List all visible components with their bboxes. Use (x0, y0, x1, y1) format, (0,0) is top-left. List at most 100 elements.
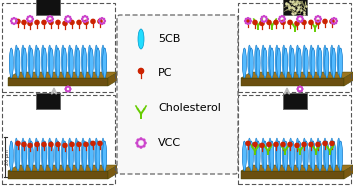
Ellipse shape (36, 48, 40, 78)
Circle shape (77, 20, 81, 25)
Circle shape (143, 139, 145, 141)
Ellipse shape (95, 45, 98, 75)
Circle shape (298, 90, 299, 91)
Polygon shape (241, 72, 353, 78)
Ellipse shape (90, 141, 93, 171)
Circle shape (65, 20, 67, 22)
Circle shape (42, 142, 46, 146)
Ellipse shape (297, 141, 301, 171)
Ellipse shape (83, 48, 87, 78)
Circle shape (266, 18, 268, 20)
Ellipse shape (30, 48, 33, 78)
Ellipse shape (250, 48, 253, 78)
Ellipse shape (70, 141, 73, 171)
Ellipse shape (325, 48, 329, 78)
Circle shape (284, 18, 285, 20)
Ellipse shape (305, 48, 308, 78)
Circle shape (253, 142, 257, 146)
Ellipse shape (68, 45, 71, 75)
Ellipse shape (23, 141, 27, 171)
Circle shape (29, 16, 31, 17)
Ellipse shape (96, 141, 100, 171)
Circle shape (302, 18, 303, 20)
Ellipse shape (283, 141, 288, 171)
Polygon shape (8, 165, 118, 171)
Circle shape (31, 16, 32, 18)
Ellipse shape (16, 48, 20, 78)
Circle shape (263, 21, 265, 22)
Circle shape (299, 16, 301, 17)
Ellipse shape (43, 48, 47, 78)
Circle shape (49, 16, 50, 17)
Ellipse shape (56, 141, 60, 171)
Circle shape (315, 18, 316, 20)
Circle shape (335, 18, 336, 20)
Ellipse shape (28, 138, 31, 168)
Circle shape (317, 21, 319, 22)
Circle shape (316, 142, 320, 146)
Ellipse shape (268, 138, 272, 168)
Ellipse shape (69, 141, 73, 171)
Circle shape (316, 16, 317, 18)
Ellipse shape (28, 45, 31, 75)
Circle shape (249, 18, 251, 20)
Ellipse shape (56, 48, 60, 78)
Circle shape (49, 20, 53, 25)
Ellipse shape (284, 141, 287, 171)
Text: 20 μm: 20 μm (5, 149, 10, 165)
Circle shape (136, 142, 138, 144)
Ellipse shape (263, 48, 267, 78)
Ellipse shape (263, 48, 267, 78)
Circle shape (302, 20, 306, 25)
Circle shape (281, 21, 283, 22)
Ellipse shape (339, 48, 342, 78)
Ellipse shape (63, 48, 66, 78)
Circle shape (137, 139, 139, 141)
Ellipse shape (277, 48, 281, 78)
Ellipse shape (304, 48, 308, 78)
Ellipse shape (21, 138, 25, 168)
Polygon shape (8, 78, 108, 86)
Ellipse shape (291, 141, 294, 171)
Ellipse shape (103, 48, 106, 78)
Circle shape (84, 142, 88, 146)
Ellipse shape (297, 48, 301, 78)
Ellipse shape (311, 48, 315, 78)
Ellipse shape (325, 141, 329, 171)
Ellipse shape (243, 48, 246, 78)
Ellipse shape (291, 141, 294, 171)
Circle shape (70, 20, 74, 25)
Ellipse shape (262, 45, 265, 75)
Ellipse shape (277, 141, 281, 171)
Circle shape (279, 18, 280, 20)
Ellipse shape (339, 141, 342, 171)
Ellipse shape (89, 48, 93, 78)
Circle shape (283, 20, 285, 22)
Circle shape (100, 22, 101, 24)
Circle shape (250, 20, 251, 22)
Circle shape (29, 21, 31, 22)
Ellipse shape (56, 141, 60, 171)
Ellipse shape (101, 45, 105, 75)
Ellipse shape (275, 138, 279, 168)
Circle shape (288, 142, 292, 146)
Circle shape (11, 18, 13, 20)
Ellipse shape (248, 45, 251, 75)
Ellipse shape (29, 48, 33, 78)
Ellipse shape (255, 138, 258, 168)
Ellipse shape (311, 141, 315, 171)
Circle shape (246, 141, 250, 146)
Circle shape (301, 87, 302, 88)
Ellipse shape (325, 48, 329, 78)
Ellipse shape (298, 141, 301, 171)
Circle shape (301, 20, 303, 22)
Circle shape (67, 16, 68, 17)
Circle shape (330, 19, 334, 23)
Circle shape (281, 142, 285, 146)
Circle shape (56, 20, 60, 25)
Circle shape (137, 145, 139, 147)
Circle shape (309, 142, 313, 146)
Circle shape (49, 142, 53, 146)
Circle shape (260, 143, 264, 147)
Circle shape (288, 20, 292, 25)
